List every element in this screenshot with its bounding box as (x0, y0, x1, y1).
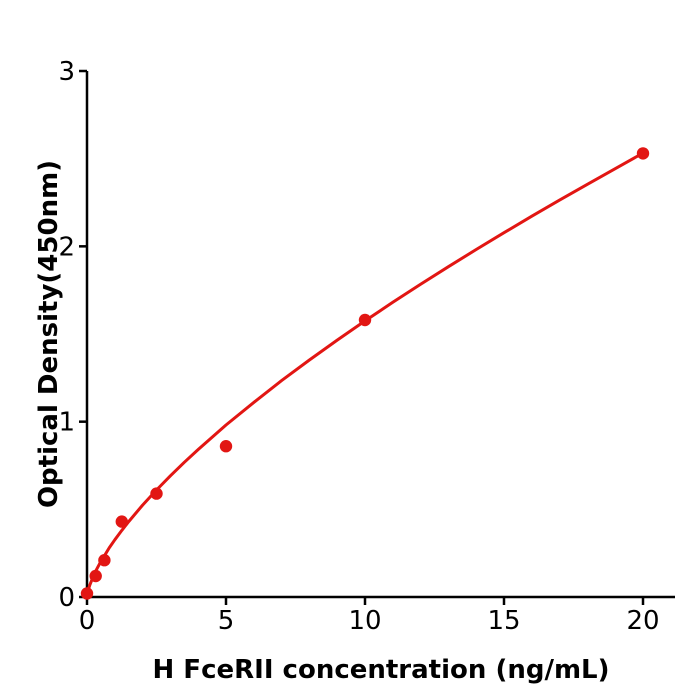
data-point (150, 487, 163, 500)
data-point (219, 440, 233, 453)
x-axis-tick-label: 10 (348, 606, 381, 636)
fit-curve-line (85, 151, 645, 599)
y-axis-tick-label: 3 (58, 57, 75, 87)
x-axis-title: H FceRII concentration (ng/mL) (153, 655, 610, 685)
data-point (636, 147, 650, 160)
data-point (98, 554, 111, 567)
data-point (358, 313, 372, 327)
data-point (89, 569, 102, 583)
y-axis-tick-label: 0 (58, 583, 75, 613)
data-point (115, 515, 128, 528)
y-axis-tick-label: 1 (58, 408, 75, 438)
x-axis-tick-label: 0 (79, 606, 96, 636)
y-axis-title: Optical Density(450nm) (34, 160, 64, 508)
y-axis-tick-label: 2 (58, 232, 75, 262)
data-point (80, 587, 94, 600)
plot-area: 0 5 10 15 20 0 1 2 3 (58, 57, 675, 636)
x-axis-tick-label: 5 (218, 606, 235, 636)
x-axis-tick-label: 20 (626, 606, 659, 636)
x-axis-tick-label: 15 (487, 606, 520, 636)
